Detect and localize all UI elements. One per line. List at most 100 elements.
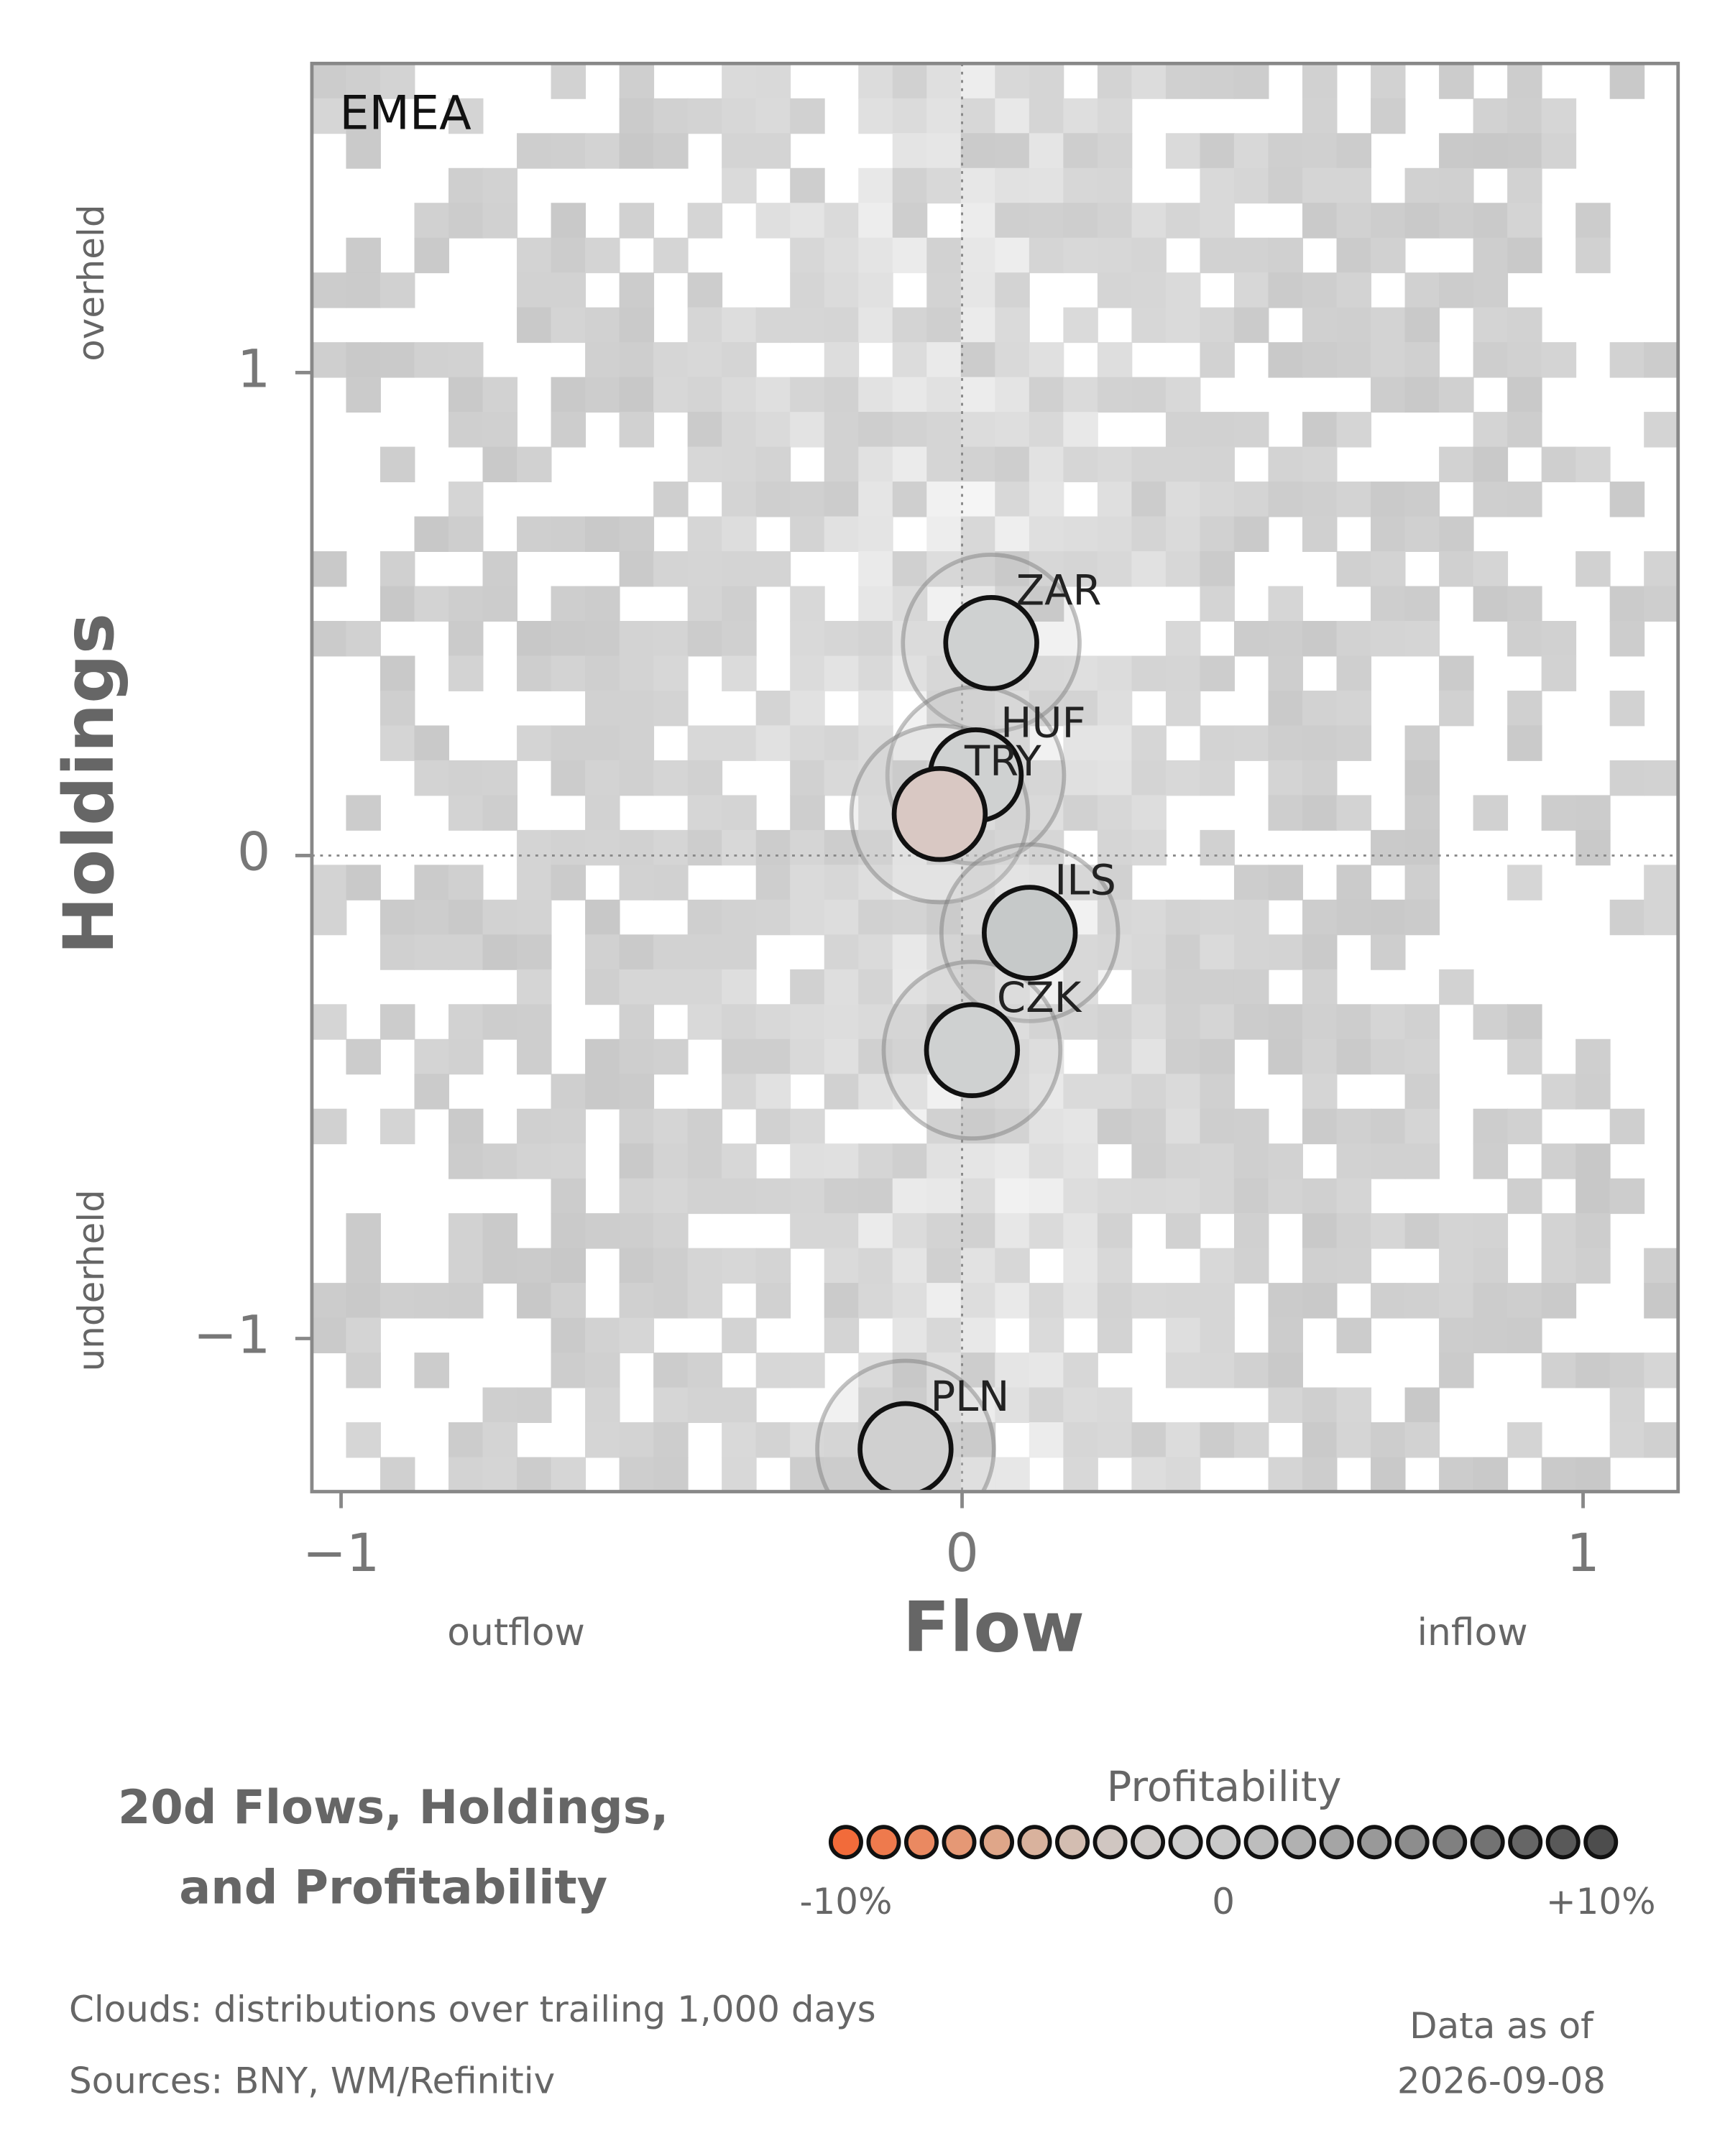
cloud-cell — [1336, 899, 1371, 936]
cloud-cell — [755, 412, 791, 448]
cloud-cell — [551, 237, 586, 274]
cloud-cell — [1609, 1422, 1645, 1458]
cloud-cell — [1302, 1038, 1338, 1075]
cloud-cell — [1371, 377, 1406, 413]
cloud-cell — [619, 203, 655, 239]
cloud-cell — [755, 899, 791, 936]
cloud-cell — [1165, 551, 1201, 587]
cloud-cell — [1200, 167, 1235, 204]
cloud-cell — [790, 98, 825, 134]
cloud-cell — [346, 63, 381, 99]
cloud-cell — [1404, 725, 1440, 761]
cloud-cell — [1302, 98, 1338, 134]
cloud-cell — [960, 690, 996, 727]
cloud-cell — [551, 203, 586, 239]
cloud-cell — [858, 98, 893, 134]
cloud-cell — [585, 1038, 620, 1075]
cloud-cell — [619, 63, 655, 99]
cloud-cell — [1576, 1248, 1611, 1284]
cloud-cell — [653, 621, 689, 657]
cloud-cell — [995, 63, 1030, 99]
y-tick-label: 0 — [237, 821, 270, 883]
cloud-cell — [1439, 690, 1474, 727]
cloud-cell — [1336, 1108, 1371, 1145]
cloud-cell — [1029, 63, 1064, 99]
cloud-cell — [1336, 1213, 1371, 1249]
cloud-cell — [824, 1074, 860, 1110]
cloud-cell — [1029, 1353, 1064, 1388]
cloud-cell — [1644, 1248, 1678, 1284]
cloud-cell — [687, 1143, 723, 1179]
cloud-cell — [1268, 342, 1303, 378]
cloud-cell — [892, 621, 928, 657]
cloud-cell — [1576, 829, 1611, 866]
cloud-cell — [1371, 516, 1406, 552]
cloud-cell — [687, 446, 723, 483]
cloud-cell — [1644, 899, 1678, 936]
cloud-cell — [1165, 1143, 1201, 1179]
cloud-cell — [1200, 133, 1235, 169]
cloud-cell — [414, 1283, 449, 1319]
cloud-cell — [653, 1213, 689, 1249]
cloud-cell — [1029, 446, 1064, 483]
cloud-cell — [1200, 1108, 1235, 1145]
cloud-cell — [1371, 1004, 1406, 1040]
cloud-cell — [1200, 63, 1235, 99]
cloud-cell — [1233, 865, 1269, 900]
cloud-cell — [1507, 307, 1542, 344]
cloud-cell — [1165, 690, 1201, 727]
cloud-cell — [1302, 725, 1338, 761]
cloud-cell — [653, 829, 689, 866]
cloud-cell — [482, 934, 518, 970]
cloud-cell — [482, 899, 518, 936]
cloud-cell — [858, 412, 893, 448]
cloud-cell — [755, 865, 791, 900]
cloud-cell — [1097, 1004, 1133, 1040]
cloud-cell — [1302, 934, 1338, 970]
cloud-cell — [1063, 1004, 1098, 1040]
cloud-cell — [1268, 795, 1303, 831]
colorbar-swatch — [1206, 1825, 1241, 1860]
cloud-cell — [995, 203, 1030, 239]
cloud-cell — [380, 586, 415, 622]
cloud-cell — [1131, 1038, 1167, 1075]
cloud-cell — [619, 1004, 655, 1040]
cloud-cell — [1302, 899, 1338, 936]
cloud-cell — [1644, 1422, 1678, 1458]
cloud-cell — [1029, 1213, 1064, 1249]
cloud-cell — [687, 621, 723, 657]
cloud-cell — [1473, 482, 1509, 517]
cloud-cell — [380, 725, 415, 761]
cloud-cell — [1131, 446, 1167, 483]
cloud-cell — [687, 934, 723, 970]
cloud-cell — [1404, 1143, 1440, 1179]
cloud-cell — [1063, 1387, 1098, 1423]
cloud-cell — [1200, 1353, 1235, 1388]
cloud-cell — [380, 899, 415, 936]
cloud-cell — [1029, 516, 1064, 552]
cloud-cell — [1371, 98, 1406, 134]
cloud-cell — [1063, 655, 1098, 691]
cloud-cell — [1404, 899, 1440, 936]
cloud-cell — [1473, 98, 1509, 134]
cloud-cell — [311, 342, 347, 378]
cloud-cell — [892, 167, 928, 204]
cloud-cell — [755, 1248, 791, 1284]
cloud-cell — [346, 621, 381, 657]
cloud-cell — [722, 795, 757, 831]
cloud-cell — [1200, 412, 1235, 448]
cloud-cell — [1165, 1422, 1201, 1458]
cloud-cell — [346, 1248, 381, 1284]
cloud-cell — [1609, 1353, 1645, 1388]
cloud-cell — [1541, 1143, 1577, 1179]
cloud-cell — [1336, 795, 1371, 831]
cloud-cell — [926, 272, 962, 308]
cloud-cell — [1200, 1004, 1235, 1040]
cloud-cell — [1200, 1178, 1235, 1215]
cloud-cell — [1097, 1248, 1133, 1284]
cloud-cell — [1268, 167, 1303, 204]
cloud-cell — [653, 1283, 689, 1319]
cloud-cell — [1029, 377, 1064, 413]
cloud-cell — [653, 237, 689, 274]
cloud-cell — [1268, 1004, 1303, 1040]
